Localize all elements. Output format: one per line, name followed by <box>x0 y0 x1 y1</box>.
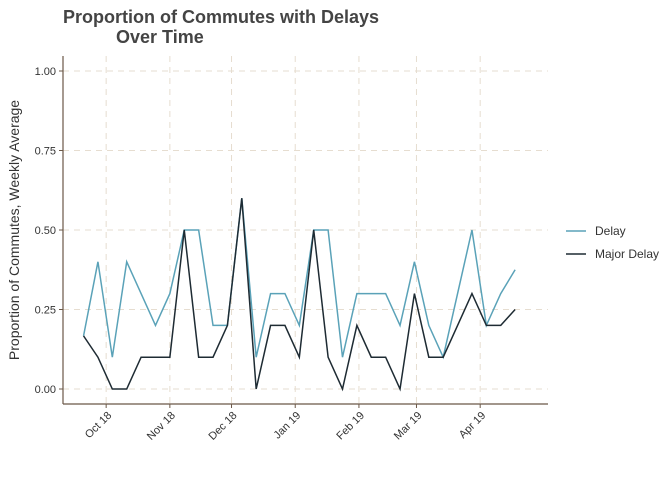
series-lines <box>82 198 516 392</box>
x-tick-label: Jan 19 <box>272 410 304 442</box>
chart-title-line-2: Over Time <box>116 27 204 47</box>
chart-title-line-1: Proportion of Commutes with Delays <box>63 7 379 27</box>
y-tick-label: 0.75 <box>35 146 56 158</box>
x-axis-tick-labels: Oct 18 Nov 18 Dec 18 Jan 19 Feb 19 Mar 19 Apr … <box>83 410 488 443</box>
y-tick-label: 1.00 <box>35 66 56 78</box>
y-axis-title: Proportion of Commutes, Weekly Average <box>6 100 22 360</box>
series-line-delay <box>82 198 516 360</box>
y-tick-label: 0.25 <box>35 305 56 317</box>
x-tick-label: Nov 18 <box>145 410 178 443</box>
legend: Delay Major Delay <box>566 224 659 261</box>
x-tick-label: Oct 18 <box>83 410 114 441</box>
series-line-major-delay <box>82 198 516 392</box>
legend-label: Major Delay <box>595 247 659 261</box>
chart-title: Proportion of Commutes with Delays Over … <box>63 7 379 47</box>
x-tick-label: Feb 19 <box>334 410 367 443</box>
y-tick-label: 0.00 <box>35 384 56 396</box>
x-tick-label: Dec 18 <box>207 410 240 443</box>
y-tick-label: 0.50 <box>35 225 56 237</box>
x-tick-label: Mar 19 <box>392 410 425 443</box>
y-axis-tick-labels: 0.00 0.25 0.50 0.75 1.00 <box>35 66 56 396</box>
axes <box>59 56 548 408</box>
grid-lines <box>63 56 548 404</box>
legend-label: Delay <box>595 224 626 238</box>
x-tick-label: Apr 19 <box>457 410 488 441</box>
